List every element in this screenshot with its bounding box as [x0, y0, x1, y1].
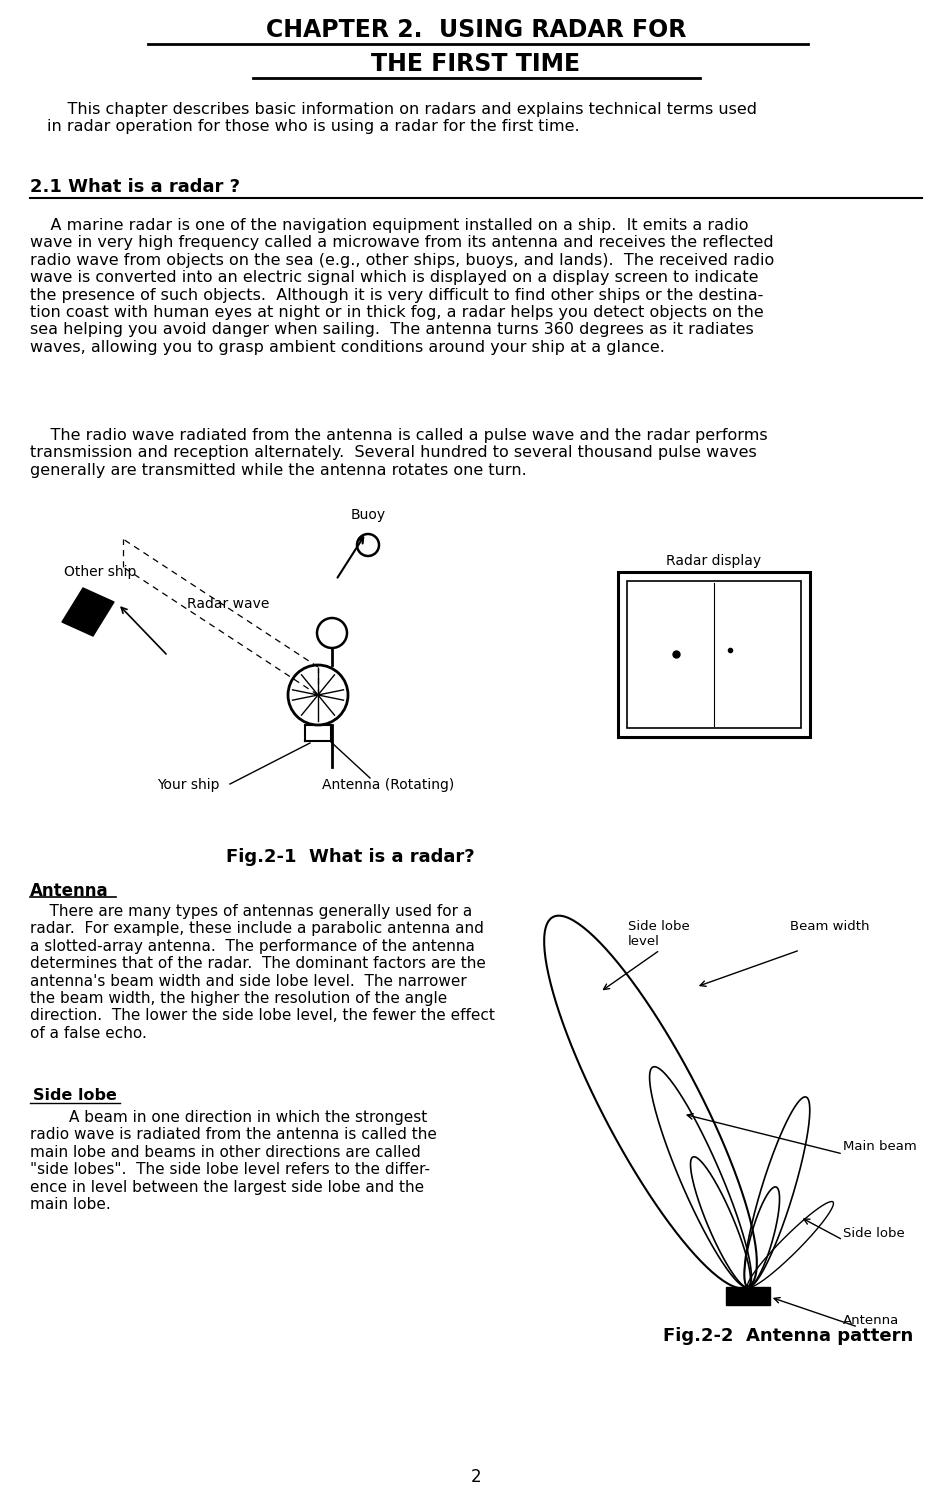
Bar — [626, 582, 801, 729]
Text: Main beam: Main beam — [843, 1141, 916, 1153]
Text: This chapter describes basic information on radars and explains technical terms : This chapter describes basic information… — [47, 102, 756, 135]
Text: Antenna: Antenna — [843, 1315, 899, 1327]
Text: A marine radar is one of the navigation equipment installed on a ship.  It emits: A marine radar is one of the navigation … — [30, 217, 773, 355]
Polygon shape — [62, 588, 114, 636]
Text: Fig.2-1  What is a radar?: Fig.2-1 What is a radar? — [226, 848, 474, 866]
Text: 2: 2 — [470, 1468, 481, 1486]
Text: Side lobe
level: Side lobe level — [627, 920, 689, 947]
Text: There are many types of antennas generally used for a
radar.  For example, these: There are many types of antennas general… — [30, 904, 494, 1040]
Text: THE FIRST TIME: THE FIRST TIME — [371, 52, 580, 76]
Text: Side lobe: Side lobe — [33, 1088, 117, 1103]
Text: Fig.2-2  Antenna pattern: Fig.2-2 Antenna pattern — [663, 1327, 912, 1345]
Text: Your ship: Your ship — [156, 778, 219, 791]
Text: Radar wave: Radar wave — [187, 597, 268, 612]
Text: Antenna (Rotating): Antenna (Rotating) — [322, 778, 454, 791]
Text: CHAPTER 2.  USING RADAR FOR: CHAPTER 2. USING RADAR FOR — [266, 18, 685, 42]
Text: Radar display: Radar display — [665, 555, 761, 568]
Text: The radio wave radiated from the antenna is called a pulse wave and the radar pe: The radio wave radiated from the antenna… — [30, 429, 766, 478]
Text: Buoy: Buoy — [350, 508, 386, 522]
Text: Side lobe: Side lobe — [843, 1228, 903, 1240]
Text: Other ship: Other ship — [64, 565, 136, 579]
Text: A beam in one direction in which the strongest
radio wave is radiated from the a: A beam in one direction in which the str… — [30, 1109, 436, 1213]
Text: Antenna: Antenna — [30, 881, 109, 899]
Text: 2.1 What is a radar ?: 2.1 What is a radar ? — [30, 178, 240, 196]
Bar — [617, 573, 809, 738]
Text: Beam width: Beam width — [789, 920, 868, 932]
Bar — [725, 1288, 769, 1306]
